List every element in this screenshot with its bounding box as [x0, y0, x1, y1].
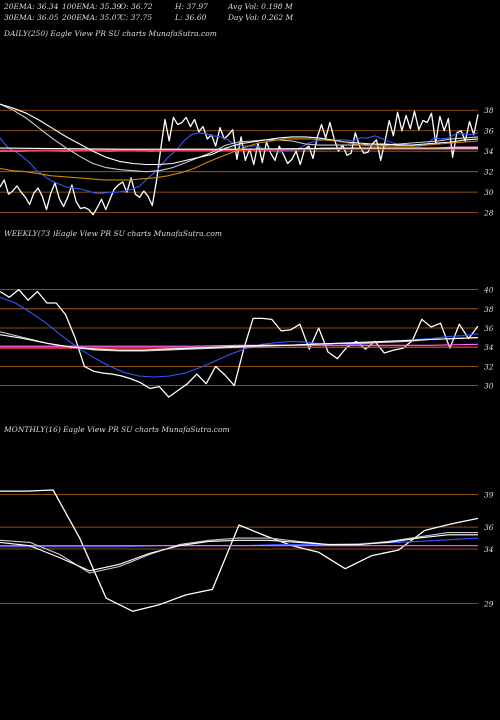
- panel-label: DAILY(250) Eagle View PR SU charts Munaf…: [3, 29, 217, 38]
- panel-label: WEEKLY(73 )Eagle View PR SU charts Munaf…: [4, 229, 222, 238]
- series-line-5: [0, 103, 479, 173]
- y-tick-label: 29: [483, 600, 494, 609]
- y-tick-label: 32: [484, 362, 494, 371]
- avgvol-stat: Avg Vol: 0.198 M: [228, 2, 293, 11]
- series-line-0: [0, 110, 479, 216]
- chart-panel-0: DAILY(250) Eagle View PR SU charts Munaf…: [0, 29, 494, 218]
- series-line-6: [0, 103, 479, 166]
- ema200-stat: 200EMA: 35.07: [62, 13, 122, 22]
- y-tick-label: 36: [484, 127, 494, 136]
- low-stat: L: 36.60: [175, 13, 207, 22]
- high-stat: H: 37.97: [175, 2, 208, 11]
- dayvol-stat: Day Vol: 0.262 M: [228, 13, 294, 22]
- y-tick-label: 30: [484, 188, 494, 197]
- chart-panel-2: MONTHLY(16) Eagle View PR SU charts Muna…: [0, 425, 494, 612]
- y-tick-label: 38: [484, 305, 494, 314]
- y-tick-label: 32: [484, 168, 494, 177]
- series-line-0: [0, 288, 479, 398]
- series-line-7: [0, 138, 479, 181]
- ema100-stat: 100EMA: 35.39: [62, 2, 122, 11]
- series-line-0: [0, 489, 479, 612]
- chart-panel-1: WEEKLY(73 )Eagle View PR SU charts Munaf…: [0, 229, 494, 398]
- ema30-stat: 30EMA: 36.05: [4, 13, 59, 22]
- series-line-3: [0, 532, 478, 574]
- y-tick-label: 34: [484, 545, 494, 554]
- y-tick-label: 38: [484, 106, 494, 115]
- y-tick-label: 39: [484, 490, 494, 499]
- ema20-stat: 20EMA: 36.34: [4, 2, 59, 11]
- series-line-4: [0, 534, 478, 572]
- y-tick-label: 34: [484, 343, 494, 352]
- y-tick-label: 30: [484, 382, 494, 391]
- close-stat: C: 37.75: [120, 13, 153, 22]
- y-tick-label: 28: [483, 209, 494, 218]
- y-tick-label: 36: [484, 523, 494, 532]
- open-stat: O: 36.72: [120, 2, 153, 11]
- panel-label: MONTHLY(16) Eagle View PR SU charts Muna…: [3, 425, 230, 434]
- series-line-2: [0, 343, 479, 347]
- y-tick-label: 36: [484, 324, 494, 333]
- series-line-5: [0, 334, 479, 351]
- y-tick-label: 40: [483, 286, 494, 295]
- y-tick-label: 34: [484, 147, 494, 156]
